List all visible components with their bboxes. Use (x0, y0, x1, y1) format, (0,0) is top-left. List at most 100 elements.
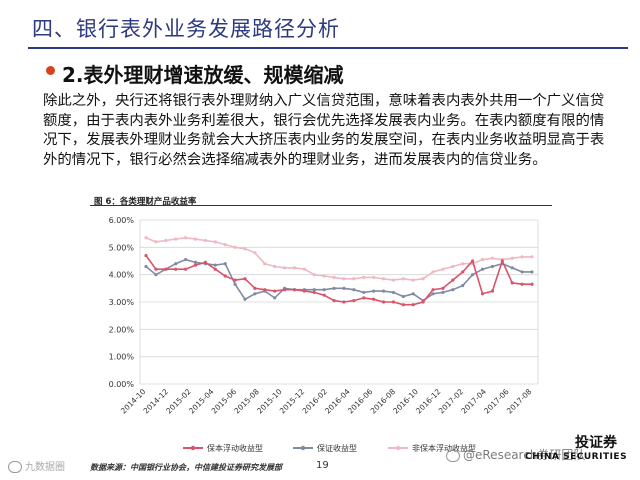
data-point (362, 290, 366, 295)
data-point (530, 270, 534, 274)
data-point (203, 260, 207, 264)
data-point (421, 300, 425, 304)
data-point (401, 294, 405, 299)
weibo-icon (8, 461, 22, 473)
watermark-left: 九数据圈 (8, 458, 65, 473)
figure-divider (90, 205, 552, 206)
body-paragraph: 除此之外，央行还将银行表外理财纳入广义信贷范围，意味着表内表外共用一个广义信贷额… (43, 92, 618, 170)
data-point (263, 262, 267, 266)
data-point (362, 296, 366, 300)
data-point (292, 288, 297, 292)
data-point (174, 262, 178, 266)
company-logo-cn: 投证券 (575, 435, 617, 451)
data-point (332, 286, 336, 290)
body-text: 除此之外，央行还将银行表外理财纳入广义信贷范围，意味着表内表外共用一个广义信贷额… (43, 93, 605, 168)
legend-label: 保证收益型 (317, 443, 357, 453)
data-point (193, 260, 198, 264)
data-point (352, 299, 356, 303)
data-point (401, 303, 405, 307)
data-point (471, 259, 475, 263)
data-point (461, 284, 465, 288)
data-point (233, 282, 237, 286)
data-point (530, 255, 534, 259)
data-point (243, 247, 247, 251)
y-tick-label: 4.00% (109, 271, 135, 280)
data-point (292, 266, 297, 270)
data-point (431, 288, 435, 292)
data-point (213, 263, 217, 267)
data-point (480, 292, 485, 296)
data-point (332, 299, 336, 303)
data-point (273, 296, 277, 300)
data-point (144, 253, 148, 258)
data-source-note: 数据来源：中国银行业协会，中信建投证券研究发展部 (90, 463, 282, 472)
data-point (213, 267, 217, 271)
data-point (273, 264, 277, 269)
watermark-right-text: @eResearch券研团队 (463, 448, 586, 462)
data-point (362, 275, 366, 279)
data-point (282, 288, 287, 292)
data-point (312, 290, 316, 295)
data-point (520, 255, 524, 259)
data-point (441, 267, 445, 271)
data-point (342, 277, 346, 281)
y-tick-label: 3.00% (109, 298, 135, 307)
data-point (471, 273, 475, 277)
data-point (174, 267, 178, 271)
data-point (352, 288, 356, 292)
data-point (411, 303, 415, 307)
data-point (223, 274, 227, 278)
data-point (193, 237, 198, 241)
data-point (490, 256, 495, 260)
data-point (253, 292, 257, 296)
slide-title-bar: 四、银行表外业务发展路径分析 (0, 0, 640, 50)
data-point (391, 278, 396, 282)
data-point (381, 277, 386, 281)
data-point (322, 274, 326, 278)
series-line-0 (145, 255, 532, 306)
data-point (154, 240, 158, 244)
y-tick-label: 1.00% (109, 353, 135, 362)
data-point (223, 262, 227, 266)
data-point (480, 258, 485, 262)
chart-series (144, 236, 534, 307)
data-point (253, 251, 257, 255)
legend-marker (395, 445, 401, 451)
data-point (530, 282, 534, 286)
data-point (441, 286, 445, 290)
data-point (451, 288, 455, 292)
data-point (352, 277, 356, 281)
slide-title: 四、银行表外业务发展路径分析 (32, 17, 340, 41)
data-point (233, 278, 237, 282)
data-point (520, 282, 524, 286)
data-point (183, 258, 188, 262)
data-point (223, 243, 227, 247)
data-point (302, 289, 306, 293)
data-point (164, 267, 168, 271)
legend-label: 非保本浮动收益型 (412, 443, 476, 453)
data-point (312, 273, 316, 277)
y-tick-label: 2.00% (109, 325, 135, 334)
data-point (431, 292, 435, 296)
company-logo-en: CHINA SECURITIES (525, 452, 628, 462)
x-tick-label: 2017-08 (505, 387, 534, 416)
data-point (441, 290, 445, 295)
data-point (431, 270, 435, 274)
data-point (183, 267, 188, 271)
data-point (461, 262, 465, 266)
y-tick-label: 6.00% (109, 216, 135, 225)
data-point (490, 264, 495, 269)
legend-label: 保本浮动收益型 (207, 443, 263, 453)
data-point (154, 267, 158, 271)
data-point (302, 267, 306, 271)
data-point (263, 288, 267, 292)
legend-marker (300, 445, 306, 451)
data-point (372, 297, 376, 301)
data-point (203, 238, 207, 243)
watermark-right: @eResearch券研团队 (446, 446, 585, 463)
yield-line-chart: 0.00% 1.00% 2.00% 3.00% 4.00% 5.00% 6.00% 2014… (109, 216, 539, 453)
data-point (421, 277, 425, 281)
data-point (520, 270, 524, 274)
data-point (391, 290, 396, 295)
data-point (490, 289, 495, 293)
